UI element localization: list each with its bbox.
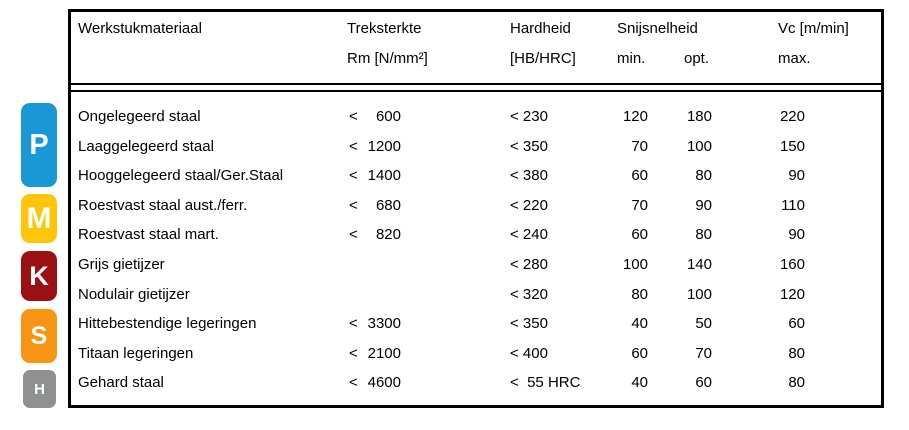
header-opt-label: opt. <box>684 50 710 67</box>
vc-opt-cell: 80 <box>695 226 712 244</box>
vc-max-cell: 80 <box>788 374 805 392</box>
material-cell: Grijs gietijzer <box>78 255 165 273</box>
header-max-label: max. <box>778 50 811 67</box>
table-row: Laaggelegeerd staal < 1200 < 350 70 100 … <box>71 132 881 162</box>
iso-badge-m: M <box>21 194 57 243</box>
hardheid-cell: < 220 <box>510 196 548 214</box>
rm-value-cell: 3300 <box>367 315 401 333</box>
material-cell: Hooggelegeerd staal/Ger.Staal <box>78 167 284 185</box>
vc-max-cell: 150 <box>779 137 805 155</box>
vc-max-cell: 90 <box>788 167 805 185</box>
vc-opt-cell: 100 <box>686 137 712 155</box>
iso-badge-p: P <box>21 103 57 187</box>
vc-max-cell: 120 <box>779 285 805 303</box>
rm-value-cell: 1200 <box>367 137 401 155</box>
vc-opt-cell: 60 <box>695 374 712 392</box>
vc-max-cell: 220 <box>779 108 805 125</box>
vc-min-cell: 60 <box>631 167 648 185</box>
hardheid-cell: < 230 <box>510 108 548 125</box>
rm-lt-cell: < <box>349 344 358 362</box>
vc-opt-cell: 70 <box>695 344 712 362</box>
vc-min-cell: 60 <box>631 344 648 362</box>
table-row: Titaan legeringen < 2100 < 400 60 70 80 <box>71 339 881 369</box>
header-divider <box>71 83 881 92</box>
vc-max-cell: 80 <box>788 344 805 362</box>
table-row: Grijs gietijzer < 280 100 140 160 <box>71 250 881 280</box>
rm-lt-cell: < <box>349 167 358 185</box>
hardheid-cell: < 280 <box>510 255 548 273</box>
rm-lt-cell: < <box>349 315 358 333</box>
table-row: Roestvast staal mart. < 820 < 240 60 80 … <box>71 220 881 250</box>
rm-lt-cell: < <box>349 196 358 214</box>
material-cell: Nodulair gietijzer <box>78 285 190 303</box>
material-cell: Roestvast staal aust./ferr. <box>78 196 248 214</box>
cutting-data-table: Werkstukmateriaal Treksterkte Hardheid S… <box>68 9 884 408</box>
material-cell: Titaan legeringen <box>78 344 194 362</box>
header-rm-unit-label: Rm [N/mm²] <box>347 50 428 67</box>
vc-min-cell: 40 <box>631 315 648 333</box>
hardheid-cell: < 350 <box>510 137 548 155</box>
header-vc-unit-label: Vc [m/min] <box>778 20 849 37</box>
table-row: Gehard staal < 4600 < 55 HRC 40 60 80 <box>71 368 881 398</box>
vc-min-cell: 80 <box>631 285 648 303</box>
vc-min-cell: 100 <box>622 255 648 273</box>
vc-min-cell: 40 <box>631 374 648 392</box>
rm-lt-cell: < <box>349 108 358 125</box>
rm-lt-cell: < <box>349 137 358 155</box>
vc-opt-cell: 50 <box>695 315 712 333</box>
hardheid-cell: < 55 HRC <box>510 374 581 392</box>
vc-min-cell: 70 <box>631 137 648 155</box>
header-material-label: Werkstukmateriaal <box>78 20 202 37</box>
material-cell: Gehard staal <box>78 374 164 392</box>
header-hbhrc-unit-label: [HB/HRC] <box>510 50 576 67</box>
iso-badge-s: S <box>21 309 57 363</box>
header-treksterkte-label: Treksterkte <box>347 20 422 37</box>
rm-value-cell: 680 <box>375 196 401 214</box>
table-row: Ongelegeerd staal < 600 < 230 120 180 22… <box>71 102 881 132</box>
vc-opt-cell: 90 <box>695 196 712 214</box>
vc-max-cell: 90 <box>788 226 805 244</box>
rm-value-cell: 1400 <box>367 167 401 185</box>
header-min-label: min. <box>617 50 646 67</box>
material-cell: Ongelegeerd staal <box>78 108 201 125</box>
table-body: Ongelegeerd staal < 600 < 230 120 180 22… <box>71 102 881 398</box>
rm-lt-cell: < <box>349 374 358 392</box>
rm-value-cell: 2100 <box>367 344 401 362</box>
vc-max-cell: 60 <box>788 315 805 333</box>
rm-value-cell: 4600 <box>367 374 401 392</box>
vc-opt-cell: 80 <box>695 167 712 185</box>
vc-min-cell: 60 <box>631 226 648 244</box>
rm-value-cell: 820 <box>375 226 401 244</box>
hardheid-cell: < 380 <box>510 167 548 185</box>
vc-opt-cell: 180 <box>686 108 712 125</box>
rm-lt-cell: < <box>349 226 358 244</box>
material-cell: Laaggelegeerd staal <box>78 137 214 155</box>
table-row: Nodulair gietijzer < 320 80 100 120 <box>71 280 881 310</box>
iso-badge-k: K <box>21 251 57 301</box>
vc-max-cell: 160 <box>779 255 805 273</box>
material-cell: Roestvast staal mart. <box>78 226 219 244</box>
hardheid-cell: < 400 <box>510 344 548 362</box>
hardheid-cell: < 350 <box>510 315 548 333</box>
vc-opt-cell: 100 <box>686 285 712 303</box>
iso-badge-h: H <box>23 370 56 408</box>
table-row: Hooggelegeerd staal/Ger.Staal < 1400 < 3… <box>71 161 881 191</box>
table-row: Hittebestendige legeringen < 3300 < 350 … <box>71 309 881 339</box>
material-cell: Hittebestendige legeringen <box>78 315 257 333</box>
vc-opt-cell: 140 <box>686 255 712 273</box>
hardheid-cell: < 240 <box>510 226 548 244</box>
header-snijsnelheid-label: Snijsnelheid <box>617 20 698 37</box>
header-hardheid-label: Hardheid <box>510 20 571 37</box>
vc-max-cell: 110 <box>781 196 805 214</box>
rm-value-cell: 600 <box>375 108 401 125</box>
hardheid-cell: < 320 <box>510 285 548 303</box>
vc-min-cell: 70 <box>631 196 648 214</box>
vc-min-cell: 120 <box>622 108 648 125</box>
table-row: Roestvast staal aust./ferr. < 680 < 220 … <box>71 191 881 221</box>
